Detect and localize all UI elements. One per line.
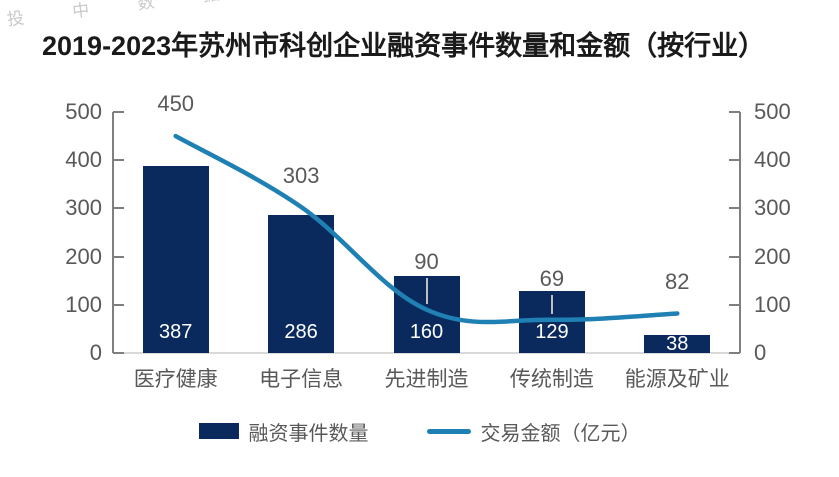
left-axis-tick (113, 352, 124, 354)
left-axis-tick-label: 400 (65, 147, 102, 173)
bar-value-label: 129 (535, 321, 569, 343)
category-label: 传统制造 (509, 368, 594, 391)
right-axis-tick-label: 500 (754, 99, 791, 124)
left-axis-tick (113, 159, 124, 162)
line-point-label: 82 (665, 269, 690, 295)
bar-value-label: 160 (409, 321, 444, 343)
left-axis-tick-label: 0 (89, 340, 102, 365)
right-axis-tick (729, 303, 740, 306)
line-point-label: 69 (539, 265, 565, 291)
right-axis-tick-label: 100 (754, 291, 791, 317)
right-axis-tick-label: 400 (754, 147, 791, 173)
line-series-label: 交易金额（亿元） (480, 422, 641, 445)
bar-value-label: 38 (666, 332, 689, 355)
left-axis-tick-label: 300 (65, 195, 102, 221)
legend-item-line: 交易金额（亿元） (426, 417, 641, 446)
category-label: 能源及矿业 (624, 368, 730, 391)
line-point-label: 303 (282, 162, 320, 188)
chart-title: 2019-2023年苏州市科创企业融资事件数量和金额（按行业） (42, 31, 766, 61)
right-axis-tick (729, 159, 740, 162)
category-label: 电子信息 (259, 368, 344, 391)
category-label: 医疗健康 (133, 368, 218, 391)
right-axis-tick-label: 300 (754, 195, 791, 221)
right-axis-tick (729, 255, 740, 258)
line-point-label: 450 (157, 91, 195, 117)
bar (644, 334, 711, 353)
left-axis-tick (113, 111, 124, 113)
leader-line (550, 294, 553, 314)
right-axis-tick (729, 207, 740, 210)
line-point-label: 90 (414, 248, 439, 274)
left-axis-tick (113, 303, 124, 306)
bar-value-label: 286 (284, 321, 318, 343)
right-axis-tick (729, 111, 740, 113)
bar-value-label: 387 (159, 321, 193, 343)
left-axis-tick (113, 255, 124, 258)
left-axis-tick (113, 207, 124, 210)
right-axis-line (739, 112, 741, 353)
line-series-swatch (426, 428, 471, 434)
legend: 融资事件数量 交易金额（亿元） (0, 416, 839, 446)
leader-line (425, 277, 428, 304)
bar-series-swatch (198, 423, 239, 439)
right-axis-tick (729, 352, 740, 354)
left-axis-tick-label: 500 (65, 99, 102, 124)
right-axis-tick-label: 0 (754, 340, 767, 365)
bar-series-label: 融资事件数量 (248, 422, 369, 445)
left-axis-tick-label: 100 (65, 291, 102, 317)
left-axis-line (112, 112, 114, 353)
legend-item-bar: 融资事件数量 (198, 417, 369, 446)
left-axis-tick-label: 200 (65, 243, 102, 269)
x-axis-line (113, 352, 740, 354)
category-label: 先进制造 (384, 368, 469, 391)
right-axis-tick-label: 200 (754, 243, 791, 269)
